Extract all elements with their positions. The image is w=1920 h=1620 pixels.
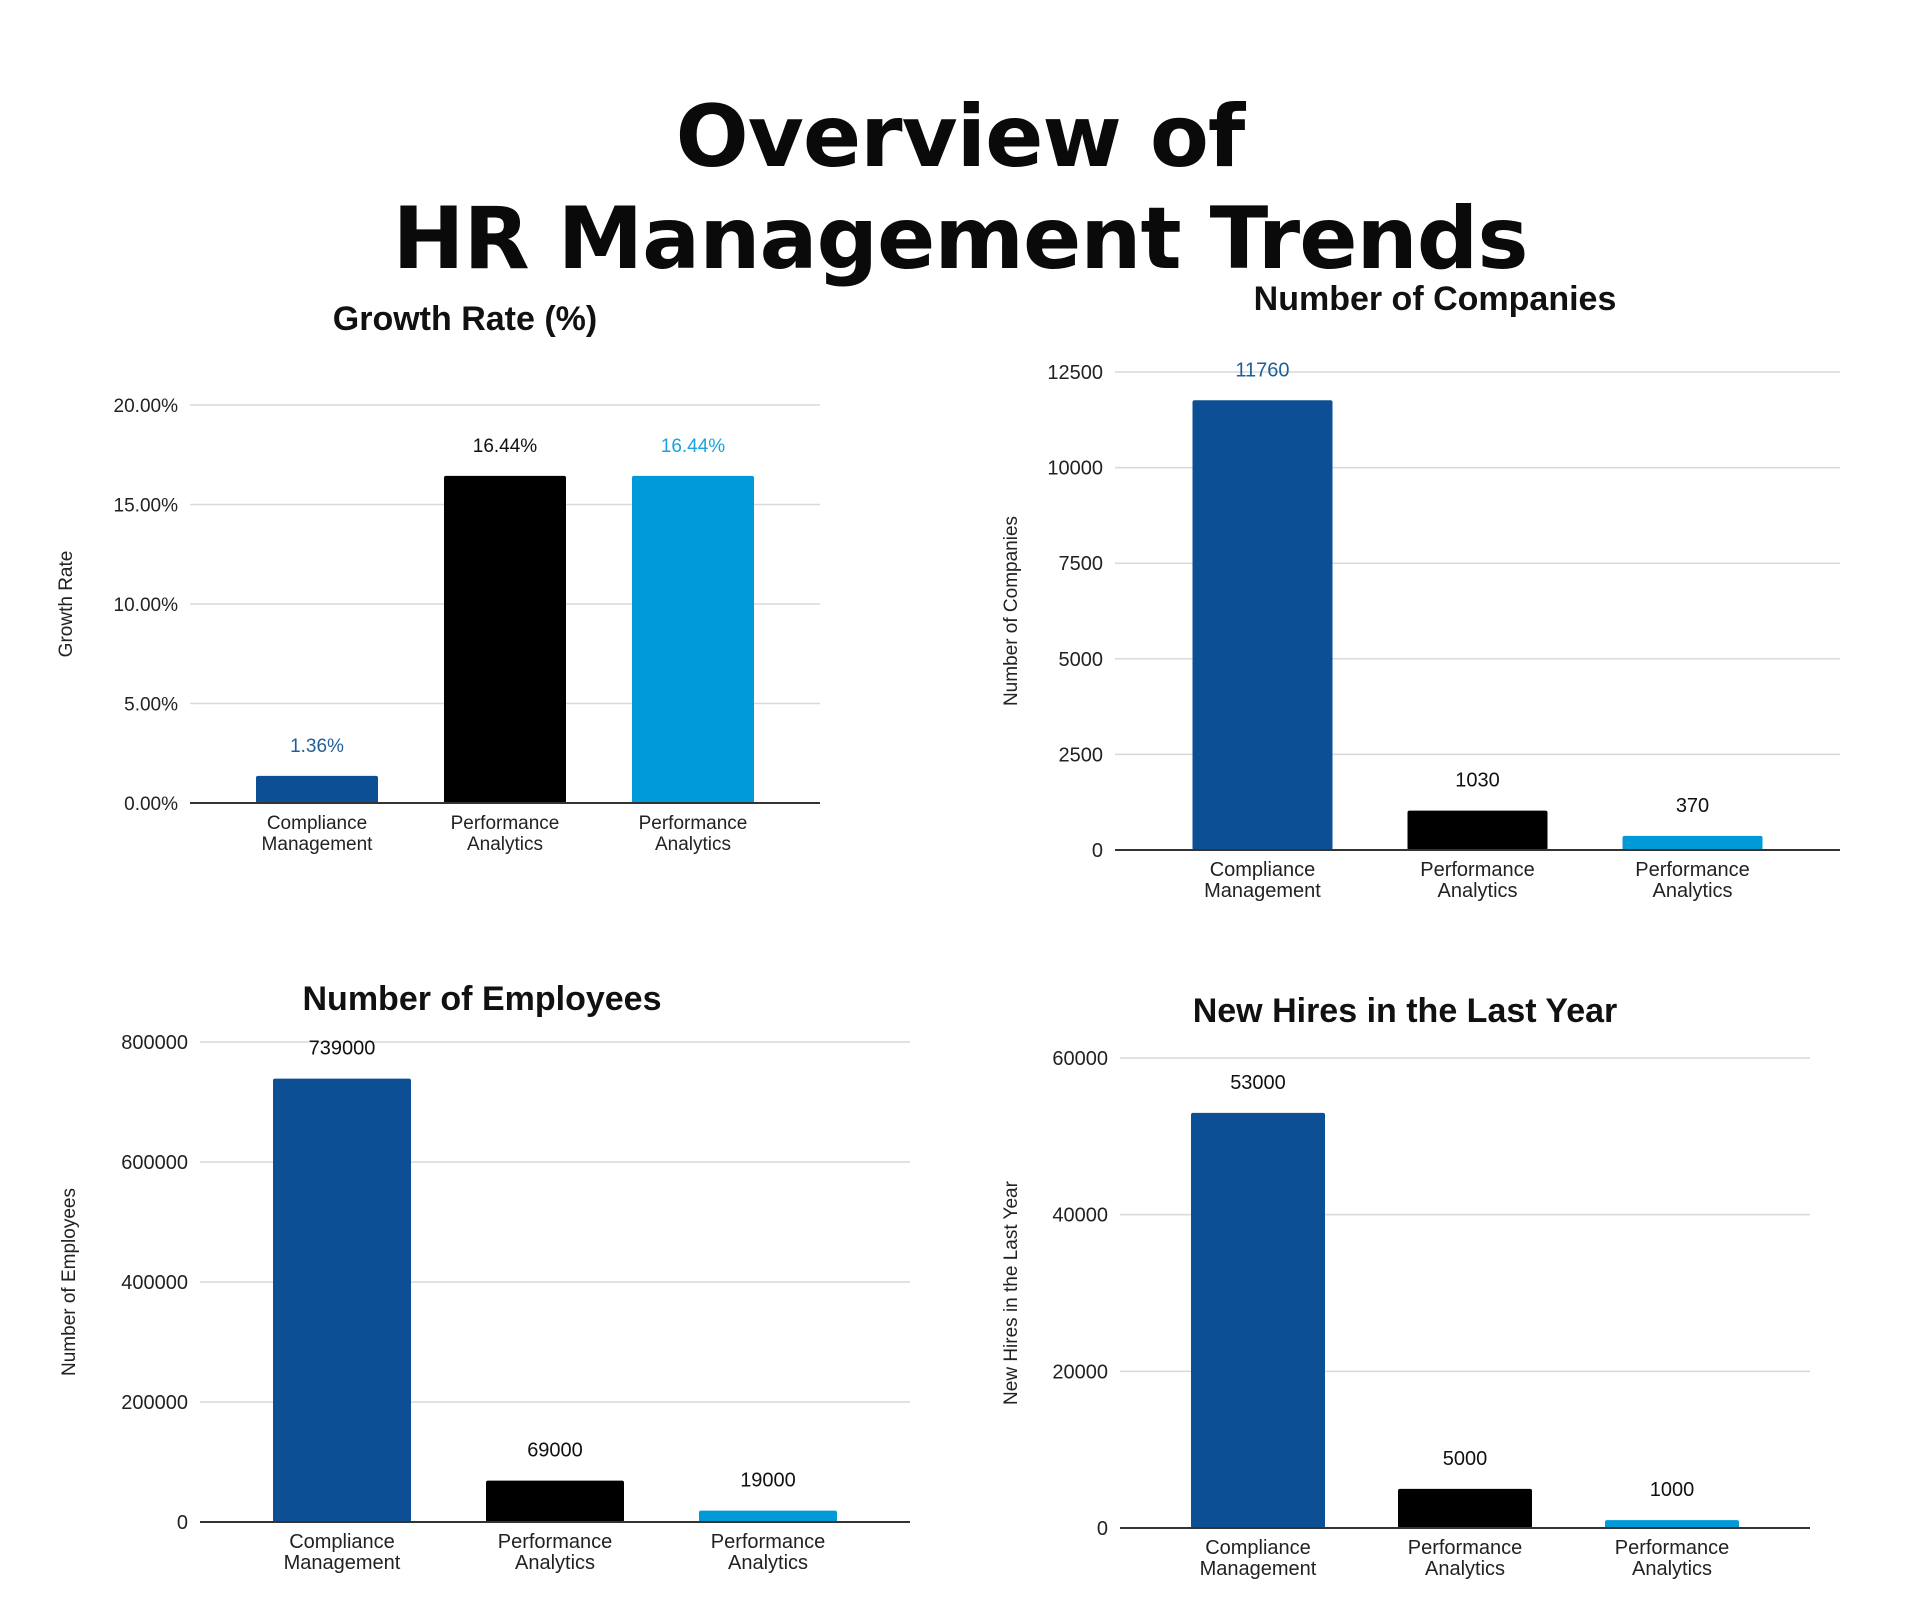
y-tick-label: 10000 (1047, 458, 1103, 480)
y-tick-label: 0.00% (124, 794, 178, 815)
x-tick-label: Management (1204, 880, 1321, 902)
y-tick-label: 7500 (1059, 553, 1104, 575)
y-tick-label: 5.00% (124, 695, 178, 716)
x-tick-label: Management (262, 834, 374, 855)
y-tick-label: 2500 (1059, 744, 1104, 766)
y-axis-label: Growth Rate (56, 551, 77, 658)
chart-title: Number of Employees (303, 980, 662, 1018)
bar (256, 775, 378, 803)
x-tick-label: Management (1200, 1558, 1317, 1580)
bar (1605, 1520, 1739, 1528)
y-tick-label: 0 (1092, 840, 1103, 862)
bar (1191, 1112, 1325, 1528)
x-tick-label: Analytics (655, 834, 731, 855)
y-tick-label: 0 (1097, 1518, 1108, 1540)
data-label: 1030 (1455, 770, 1500, 792)
bar (486, 1480, 624, 1522)
y-axis-label: Number of Employees (59, 1188, 80, 1376)
page-title-line-2: HR Management Trends (392, 188, 1528, 289)
x-tick-label: Analytics (467, 834, 543, 855)
y-tick-label: 5000 (1059, 649, 1104, 671)
y-tick-label: 800000 (121, 1032, 188, 1054)
data-label: 69000 (527, 1440, 583, 1462)
y-tick-label: 20.00% (114, 396, 179, 417)
y-tick-label: 60000 (1052, 1048, 1108, 1070)
bar (699, 1510, 837, 1522)
x-tick-label: Analytics (1632, 1558, 1712, 1580)
y-tick-label: 15.00% (114, 496, 179, 517)
x-tick-label: Performance (1615, 1537, 1730, 1559)
data-label: 1.36% (290, 736, 344, 757)
chart-title: New Hires in the Last Year (1193, 992, 1618, 1030)
number-of-employees-chart: Number of Employees 0 200000 400000 600000 80… (59, 980, 910, 1574)
data-label: 11760 (1235, 359, 1289, 381)
x-tick-label: Compliance (267, 813, 367, 834)
growth-rate-chart: Growth Rate (%) 0.00% 5.00% 10.00% 15.00% 20.… (56, 300, 820, 855)
data-label: 739000 (309, 1038, 376, 1060)
data-label: 16.44% (661, 436, 726, 457)
bar (1192, 400, 1333, 850)
x-tick-label: Management (284, 1552, 401, 1574)
x-tick-label: Compliance (289, 1531, 395, 1553)
chart-title: Growth Rate (%) (333, 300, 597, 338)
data-label: 53000 (1230, 1072, 1286, 1094)
x-tick-label: Performance (1408, 1537, 1523, 1559)
y-axis-label: Number of Companies (1001, 516, 1022, 706)
data-label: 370 (1676, 795, 1709, 817)
y-tick-label: 400000 (121, 1272, 188, 1294)
x-tick-label: Performance (451, 813, 560, 834)
y-tick-label: 10.00% (114, 595, 179, 616)
x-tick-label: Performance (711, 1531, 826, 1553)
x-tick-label: Analytics (515, 1552, 595, 1574)
x-tick-label: Analytics (728, 1552, 808, 1574)
y-tick-label: 12500 (1047, 362, 1103, 384)
data-label: 19000 (740, 1470, 796, 1492)
y-tick-label: 40000 (1052, 1205, 1108, 1227)
y-axis-label: New Hires in the Last Year (1001, 1180, 1022, 1405)
y-tick-label: 200000 (121, 1392, 188, 1414)
x-tick-label: Analytics (1425, 1558, 1505, 1580)
x-tick-label: Performance (498, 1531, 613, 1553)
bar (1622, 835, 1763, 850)
x-tick-label: Compliance (1210, 859, 1316, 881)
chart-title: Number of Companies (1254, 280, 1617, 318)
x-tick-label: Performance (639, 813, 748, 834)
page-title: Overview of HR Management Trends (0, 86, 1920, 290)
x-tick-label: Analytics (1652, 880, 1732, 902)
x-tick-label: Compliance (1205, 1537, 1311, 1559)
y-tick-label: 0 (177, 1512, 188, 1534)
bar (1407, 810, 1548, 850)
bar (1398, 1488, 1532, 1528)
data-label: 16.44% (473, 436, 538, 457)
bar (273, 1078, 411, 1522)
y-tick-label: 20000 (1052, 1361, 1108, 1383)
new-hires-chart: New Hires in the Last Year 0 20000 40000 600… (1001, 992, 1810, 1580)
bar (444, 475, 566, 803)
x-tick-label: Analytics (1437, 880, 1517, 902)
page-title-line-1: Overview of (675, 86, 1246, 187)
data-label: 5000 (1443, 1448, 1488, 1470)
x-tick-label: Performance (1420, 859, 1535, 881)
data-label: 1000 (1650, 1479, 1695, 1501)
bar (632, 475, 754, 803)
number-of-companies-chart: Number of Companies 0 2500 5000 7500 10000 125… (1001, 280, 1840, 902)
x-tick-label: Performance (1635, 859, 1750, 881)
y-tick-label: 600000 (121, 1152, 188, 1174)
